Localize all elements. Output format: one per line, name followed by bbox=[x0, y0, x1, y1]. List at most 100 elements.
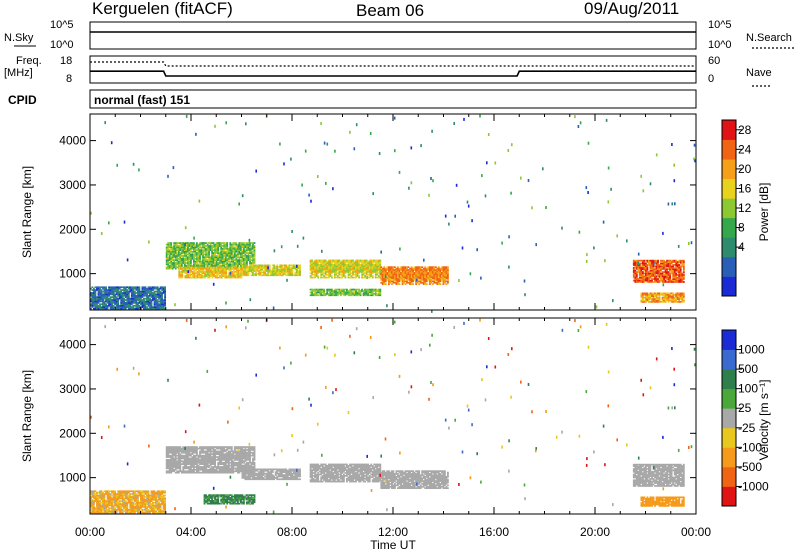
scatter-cell bbox=[93, 302, 95, 304]
scatter-cell bbox=[349, 276, 351, 279]
scatter-cell bbox=[241, 243, 244, 246]
scatter-cell bbox=[427, 266, 430, 269]
scatter-cell bbox=[201, 273, 203, 276]
scatter-cell bbox=[654, 269, 656, 272]
scatter-cell bbox=[370, 266, 373, 269]
scatter-cell bbox=[191, 242, 194, 244]
scatter-cell bbox=[187, 471, 189, 474]
scatter-cell bbox=[90, 292, 92, 294]
scatter-cell bbox=[215, 256, 218, 259]
scatter-cell bbox=[433, 280, 436, 283]
scatter-cell bbox=[247, 256, 250, 259]
scatter-cell bbox=[276, 273, 279, 275]
scatter-cell bbox=[203, 464, 206, 467]
scatter-cell bbox=[170, 262, 173, 264]
scatter-cell bbox=[106, 292, 109, 294]
scatter-cell bbox=[220, 250, 223, 253]
scatter-cell bbox=[338, 291, 341, 294]
scatter-cell bbox=[441, 266, 443, 269]
scatter-cell bbox=[651, 281, 653, 283]
scatter-cell bbox=[286, 274, 289, 277]
scatter-cell bbox=[676, 298, 679, 300]
scatter-cell bbox=[401, 280, 404, 283]
scatter-cell bbox=[340, 290, 342, 292]
scatter-cell bbox=[642, 276, 644, 279]
scatter-cell bbox=[199, 250, 201, 253]
scatter-cell bbox=[643, 275, 646, 278]
scatter-cell bbox=[177, 245, 180, 247]
scatter-cell bbox=[203, 262, 206, 264]
scatter-cell bbox=[102, 293, 104, 296]
scatter-cell bbox=[350, 269, 353, 272]
scatter-cell bbox=[224, 253, 227, 256]
scatter-cell bbox=[229, 269, 232, 272]
scatter-cell bbox=[156, 303, 159, 306]
scatter-cell bbox=[196, 266, 199, 269]
scatter-cell bbox=[221, 249, 224, 252]
scatter-cell bbox=[682, 261, 685, 263]
scatter-cell bbox=[114, 300, 117, 303]
scatter-cell bbox=[675, 261, 678, 263]
scatter-cell bbox=[120, 293, 123, 296]
scatter-cell bbox=[314, 293, 317, 295]
scatter-cell bbox=[374, 294, 377, 297]
scatter-cell bbox=[332, 293, 335, 295]
scatter-cell bbox=[327, 269, 330, 272]
scatter-cell bbox=[170, 259, 173, 262]
scatter-cell bbox=[168, 250, 171, 253]
scatter-cell bbox=[202, 271, 205, 273]
scatter-cell bbox=[168, 264, 171, 267]
scatter-cell bbox=[135, 304, 138, 307]
scatter-cell bbox=[171, 256, 174, 259]
scatter-cell bbox=[218, 262, 221, 264]
scatter-speck bbox=[378, 152, 381, 155]
scatter-cell bbox=[106, 289, 109, 291]
scatter-cell bbox=[655, 261, 658, 263]
scatter-cell bbox=[398, 274, 401, 277]
scatter-cell bbox=[173, 256, 176, 259]
scatter-cell bbox=[362, 290, 365, 292]
scatter-cell bbox=[209, 245, 212, 247]
scatter-cell bbox=[333, 294, 336, 297]
scatter-cell bbox=[187, 268, 190, 270]
scatter-cell bbox=[422, 276, 425, 278]
scatter-speck bbox=[116, 163, 118, 167]
scatter-cell bbox=[421, 266, 424, 269]
scatter-cell bbox=[217, 256, 220, 259]
scatter-cell bbox=[174, 250, 177, 253]
nave-label: Nave bbox=[746, 67, 772, 79]
scatter-cell bbox=[185, 257, 188, 260]
scatter-cell bbox=[247, 255, 250, 257]
scatter-cell bbox=[646, 295, 649, 298]
scatter-cell bbox=[290, 271, 292, 274]
scatter-cell bbox=[206, 247, 209, 250]
scatter-cell bbox=[400, 277, 402, 280]
scatter-cell bbox=[422, 270, 425, 273]
scatter-cell bbox=[123, 304, 126, 307]
scatter-cell bbox=[359, 261, 362, 263]
scatter-cell bbox=[197, 256, 200, 259]
scatter-cell bbox=[329, 261, 332, 263]
scatter-cell bbox=[442, 269, 445, 271]
scatter-cell bbox=[675, 278, 678, 280]
scatter-cell bbox=[202, 252, 204, 254]
scatter-cell bbox=[127, 307, 130, 310]
scatter-cell bbox=[187, 256, 189, 259]
scatter-cell bbox=[230, 260, 233, 263]
scatter-cell bbox=[130, 303, 133, 306]
scatter-cell bbox=[338, 262, 341, 265]
scatter-cell bbox=[209, 459, 212, 461]
scatter-cell bbox=[96, 304, 98, 307]
scatter-cell bbox=[330, 268, 333, 270]
scatter-cell bbox=[147, 300, 150, 303]
scatter-cell bbox=[355, 291, 357, 294]
scatter-cell bbox=[94, 296, 97, 299]
scatter-cell bbox=[215, 459, 218, 461]
scatter-cell bbox=[213, 266, 216, 269]
scatter-cell bbox=[200, 246, 203, 249]
scatter-cell bbox=[672, 274, 675, 276]
scatter-cell bbox=[171, 262, 174, 264]
scatter-cell bbox=[210, 273, 213, 276]
scatter-cell bbox=[108, 303, 111, 306]
scatter-cell bbox=[185, 450, 188, 453]
